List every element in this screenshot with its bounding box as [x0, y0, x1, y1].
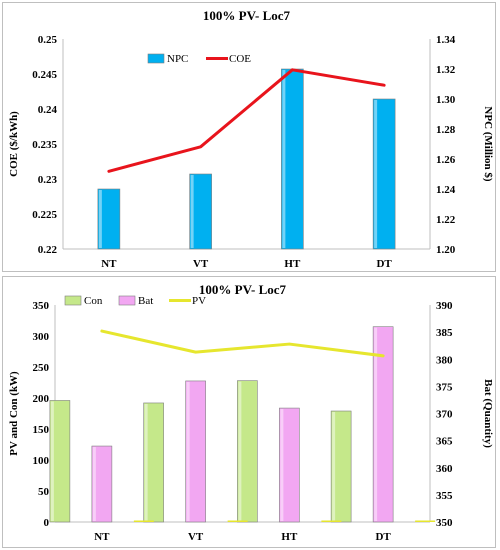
- bar-highlight: [144, 403, 148, 521]
- right-tick-label: 360: [436, 463, 453, 475]
- legend-swatch-npc: [147, 53, 165, 64]
- bar-npc-nt: [97, 188, 121, 250]
- left-tick-label: 0.225: [32, 209, 57, 221]
- right-axis-title: NPC (Million $): [482, 106, 494, 181]
- right-tick-label: 1.30: [436, 94, 456, 106]
- right-tick-label: 1.22: [436, 214, 456, 226]
- right-tick-label: 380: [436, 354, 453, 366]
- chart-panel-pv-con-bat: 100% PV- Loc7 0 50 100 150 200 250 300 350 350 355…: [2, 276, 496, 548]
- x-tick-label: HT: [284, 258, 301, 270]
- legend-label-con: Con: [84, 295, 103, 307]
- right-tick-label: 355: [436, 490, 453, 502]
- left-tick-label: 0.235: [32, 139, 57, 151]
- left-tick-label: 300: [33, 331, 50, 343]
- right-tick-label: 385: [436, 327, 453, 339]
- legend-label-bat: Bat: [138, 295, 153, 307]
- bar-highlight: [190, 175, 194, 248]
- left-axis-title: PV and Con (kW): [8, 371, 20, 456]
- bar-npc-vt: [189, 173, 212, 250]
- left-tick-label: 150: [33, 424, 50, 436]
- right-tick-label: 1.24: [436, 184, 456, 196]
- right-axis-title: Bat (Quantity): [482, 379, 494, 448]
- right-tick-label: 365: [436, 436, 453, 448]
- bar-pv-vt: [227, 520, 248, 522]
- bar-highlight: [374, 100, 378, 248]
- legend-swatch-con: [64, 295, 82, 306]
- x-tick-label: VT: [193, 258, 209, 270]
- bar-pv-dt: [415, 520, 436, 522]
- chart-panel-coe-npc: 100% PV- Loc7 0.22 0.225 0.23 0.235 0.24 0.245…: [2, 2, 496, 272]
- line-coe: [107, 68, 386, 173]
- bar-bat-nt: [91, 445, 113, 523]
- x-tick-label: DT: [376, 258, 392, 270]
- x-tick-label: VT: [188, 531, 204, 543]
- legend-label-coe: COE: [229, 53, 251, 65]
- bar-bat-dt: [372, 326, 394, 523]
- left-tick-label: 0: [44, 517, 50, 529]
- legend-label-npc: NPC: [167, 53, 188, 65]
- bar-highlight: [50, 401, 54, 521]
- right-tick-label: 1.34: [436, 34, 456, 46]
- bar-pv-nt: [133, 520, 154, 522]
- bar-bat-ht: [279, 407, 300, 523]
- left-tick-label: 50: [38, 486, 50, 498]
- left-tick-label: 0.25: [38, 34, 58, 46]
- left-tick-label: 0.245: [32, 69, 57, 81]
- chart-pv-con-bat: 100% PV- Loc7 0 50 100 150 200 250 300 350 350 355…: [8, 282, 494, 543]
- bar-highlight: [92, 447, 96, 521]
- right-tick-label: 1.20: [436, 244, 456, 256]
- bar-con-nt: [49, 400, 71, 523]
- left-axis-title: COE ($/kWh): [8, 111, 20, 177]
- bar-highlight: [98, 190, 102, 248]
- right-tick-label: 1.26: [436, 154, 456, 166]
- right-tick-label: 370: [436, 409, 453, 421]
- x-tick-label: HT: [281, 531, 298, 543]
- x-tick-label: NT: [101, 258, 117, 270]
- chart-coe-npc: 100% PV- Loc7 0.22 0.225 0.23 0.235 0.24 0.245…: [8, 8, 494, 270]
- left-tick-label: 0.22: [38, 244, 58, 256]
- bar-highlight: [282, 70, 286, 248]
- bar-highlight: [186, 381, 190, 521]
- bar-highlight: [238, 381, 242, 521]
- left-tick-label: 0.24: [38, 104, 58, 116]
- x-tick-label: NT: [94, 531, 110, 543]
- bar-pv-ht: [321, 520, 342, 522]
- left-tick-label: 250: [33, 362, 50, 374]
- right-tick-label: 350: [436, 517, 453, 529]
- left-tick-label: 100: [33, 455, 50, 467]
- chart-title: 100% PV- Loc7: [199, 282, 287, 297]
- left-tick-label: 200: [33, 393, 50, 405]
- right-tick-label: 390: [436, 300, 453, 312]
- bar-highlight: [374, 327, 378, 521]
- chart-title: 100% PV- Loc7: [203, 8, 291, 23]
- line-pv: [100, 329, 385, 358]
- bar-highlight: [280, 409, 284, 521]
- legend-label-pv: PV: [192, 295, 206, 307]
- bar-highlight: [332, 412, 336, 521]
- right-tick-label: 1.32: [436, 64, 456, 76]
- right-tick-label: 1.28: [436, 124, 456, 136]
- left-tick-label: 350: [33, 300, 50, 312]
- legend-swatch-bat: [118, 295, 136, 306]
- x-tick-label: DT: [375, 531, 391, 543]
- left-tick-label: 0.23: [38, 174, 58, 186]
- bar-npc-dt: [372, 98, 396, 250]
- right-tick-label: 375: [436, 381, 453, 393]
- bar-bat-vt: [185, 380, 206, 523]
